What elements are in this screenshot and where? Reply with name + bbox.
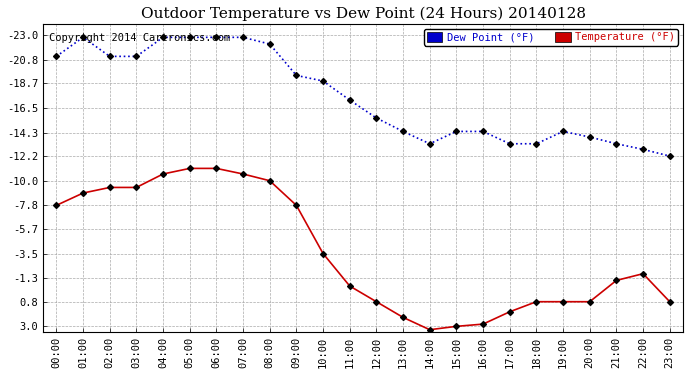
- Legend: Dew Point (°F), Temperature (°F): Dew Point (°F), Temperature (°F): [424, 29, 678, 46]
- Title: Outdoor Temperature vs Dew Point (24 Hours) 20140128: Outdoor Temperature vs Dew Point (24 Hou…: [141, 7, 586, 21]
- Text: Copyright 2014 Cartronics.com: Copyright 2014 Cartronics.com: [50, 33, 230, 43]
